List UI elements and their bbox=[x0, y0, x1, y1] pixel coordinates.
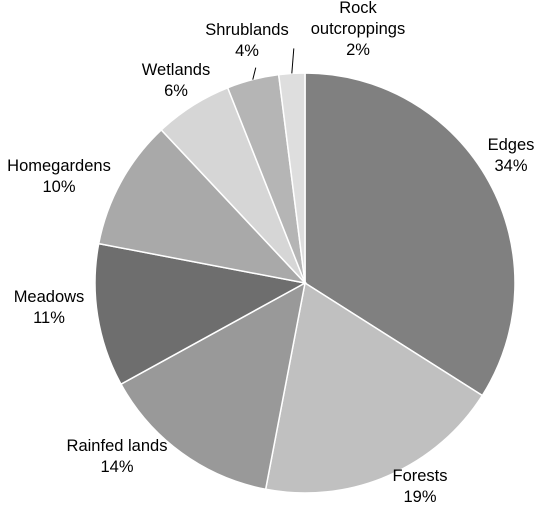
slice-value-label: 10% bbox=[42, 178, 75, 196]
slice-name-label: Meadows bbox=[14, 288, 85, 306]
slice-value-label: 6% bbox=[164, 82, 188, 100]
slice-name-label: Rock bbox=[339, 0, 377, 17]
slice-value-label: 4% bbox=[235, 42, 259, 60]
slice-name-label: outcroppings bbox=[311, 20, 405, 38]
pie-slice-rock-outcroppings bbox=[277, 72, 306, 284]
pie-slice-meadows bbox=[94, 242, 308, 386]
slice-value-label: 34% bbox=[494, 157, 527, 175]
slice-value-label: 2% bbox=[346, 41, 370, 59]
slice-value-label: 11% bbox=[33, 309, 65, 327]
slice-name-label: Shrublands bbox=[205, 21, 288, 39]
pie-slice-homegardens bbox=[97, 128, 308, 285]
pie-slice-rainfed-lands bbox=[119, 281, 307, 491]
slice-value-label: 19% bbox=[403, 488, 436, 506]
leader-line-rock-outcroppings bbox=[291, 48, 295, 74]
leader-lines bbox=[252, 48, 295, 80]
slice-name-label: Homegardens bbox=[7, 157, 111, 175]
slice-label-wetlands: Wetlands 6% bbox=[142, 61, 210, 100]
slice-label-shrublands: Shrublands 4% bbox=[205, 21, 288, 60]
pie-slice-edges bbox=[304, 72, 516, 397]
slice-label-rock-outcroppings: Rock outcroppings 2% bbox=[311, 0, 405, 59]
slice-name-label: Wetlands bbox=[142, 61, 210, 79]
slice-label-homegardens: Homegardens 10% bbox=[7, 157, 111, 196]
slice-value-label: 14% bbox=[100, 458, 133, 476]
slice-name-label: Forests bbox=[392, 467, 447, 485]
leader-line-shrublands bbox=[252, 67, 257, 80]
pie-slices bbox=[94, 72, 516, 494]
slice-name-label: Rainfed lands bbox=[67, 437, 168, 455]
slice-label-meadows: Meadows 11% bbox=[14, 288, 85, 327]
slice-label-rainfed-lands: Rainfed lands 14% bbox=[67, 437, 168, 476]
slice-label-forests: Forests 19% bbox=[392, 467, 447, 506]
pie-slice-forests bbox=[264, 281, 484, 494]
slice-labels: Edges 34% Forests 19% Rainfed lands 14% Meadow… bbox=[7, 0, 534, 506]
slice-name-label: Edges bbox=[488, 136, 535, 154]
slice-label-edges: Edges 34% bbox=[488, 136, 535, 175]
